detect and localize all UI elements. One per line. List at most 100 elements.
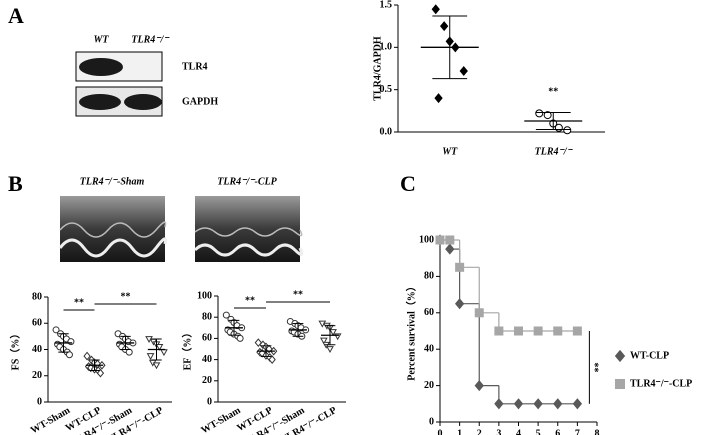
- y-tick-label: 0.0: [380, 126, 393, 137]
- marker: [320, 337, 328, 345]
- significance: **: [245, 295, 255, 306]
- marker: [615, 379, 625, 389]
- y-axis-label: EF（%）: [180, 328, 193, 371]
- y-tick-label: 40: [202, 354, 212, 365]
- x-tick-label: WT-Sham: [199, 405, 243, 435]
- y-tick-label: 60: [32, 318, 42, 329]
- marker: [513, 398, 524, 410]
- y-tick-label: 20: [424, 380, 434, 391]
- legend-label: TLR4⁻/⁻-CLP: [630, 378, 692, 389]
- y-tick-label: 40: [32, 344, 42, 355]
- marker: [67, 338, 75, 346]
- panel-letter: A: [8, 3, 24, 28]
- marker: [533, 326, 543, 336]
- blot-band: [124, 94, 162, 110]
- y-tick-label: 0: [37, 396, 42, 407]
- marker: [155, 343, 164, 351]
- marker: [474, 380, 484, 392]
- y-tick-label: 1.0: [380, 42, 393, 53]
- legend-label: WT-CLP: [630, 350, 669, 361]
- y-tick-label: 1.5: [380, 0, 393, 10]
- significance: **: [121, 291, 131, 302]
- marker: [494, 398, 504, 410]
- marker: [455, 262, 465, 272]
- marker: [535, 109, 544, 118]
- y-axis-label: TLR4/GAPDH: [372, 36, 383, 101]
- y-tick-label: 40: [424, 343, 434, 354]
- marker: [533, 398, 543, 410]
- marker: [445, 235, 455, 245]
- echo-title: TLR4⁻/⁻-Sham: [80, 176, 145, 187]
- significance: **: [293, 289, 303, 300]
- marker: [454, 298, 465, 310]
- blot-band: [79, 58, 123, 76]
- y-tick-label: 80: [424, 271, 434, 282]
- marker: [160, 349, 168, 357]
- x-tick-label: 4: [516, 428, 521, 435]
- x-tick-label: 2: [477, 428, 482, 435]
- x-tick-label: TLR4⁻/⁻: [535, 146, 574, 157]
- echo-title: TLR4⁻/⁻-CLP: [217, 176, 277, 187]
- marker: [431, 4, 440, 15]
- marker: [439, 21, 449, 32]
- x-tick-label: 5: [536, 428, 541, 435]
- marker: [125, 348, 133, 356]
- x-tick-label: 6: [555, 428, 560, 435]
- y-tick-label: 0: [429, 416, 434, 427]
- marker: [614, 349, 626, 363]
- marker: [83, 351, 91, 361]
- y-tick-label: 60: [424, 307, 434, 318]
- marker: [222, 311, 230, 319]
- y-axis-label: Percent survival（%）: [404, 281, 417, 381]
- echo-wave: [193, 243, 304, 257]
- blot-row-label: GAPDH: [182, 96, 218, 107]
- marker: [268, 355, 276, 364]
- y-axis-label: FS（%）: [8, 329, 21, 371]
- marker: [543, 111, 552, 120]
- marker: [434, 93, 443, 104]
- y-tick-label: 80: [202, 311, 212, 322]
- marker: [445, 243, 455, 255]
- y-tick-label: 80: [32, 291, 42, 302]
- marker: [236, 334, 244, 342]
- marker: [65, 351, 73, 359]
- marker: [52, 326, 60, 334]
- marker: [494, 326, 504, 336]
- marker: [96, 368, 105, 378]
- echo-wave: [194, 227, 303, 237]
- panel-letter: C: [400, 171, 416, 196]
- x-tick-label: WT: [442, 146, 458, 157]
- marker: [329, 329, 337, 337]
- y-tick-label: 100: [419, 234, 434, 245]
- marker: [553, 326, 563, 336]
- y-tick-label: 100: [197, 290, 212, 301]
- marker: [146, 353, 155, 361]
- y-tick-label: 0.5: [380, 84, 393, 95]
- marker: [553, 398, 563, 410]
- marker: [152, 362, 161, 370]
- y-tick-label: 20: [202, 375, 212, 386]
- marker: [326, 346, 334, 354]
- x-tick-label: 3: [496, 428, 501, 435]
- marker: [572, 326, 582, 336]
- lane-label: WT: [94, 34, 110, 45]
- significance: **: [548, 86, 558, 97]
- marker: [474, 308, 484, 318]
- y-tick-label: 20: [32, 370, 42, 381]
- x-tick-label: 0: [438, 428, 443, 435]
- marker: [572, 398, 583, 410]
- marker: [459, 66, 468, 77]
- marker: [554, 123, 563, 132]
- x-tick-label: 7: [575, 428, 580, 435]
- y-tick-label: 0: [207, 396, 212, 407]
- blot-row-label: TLR4: [182, 61, 208, 72]
- echo-wave: [58, 237, 168, 258]
- echo-image: [60, 196, 165, 262]
- significance: **: [74, 297, 84, 308]
- lane-label: TLR4⁻/⁻: [131, 34, 170, 45]
- marker: [435, 235, 445, 245]
- marker: [563, 126, 572, 135]
- marker: [514, 326, 523, 336]
- echo-wave: [59, 221, 167, 238]
